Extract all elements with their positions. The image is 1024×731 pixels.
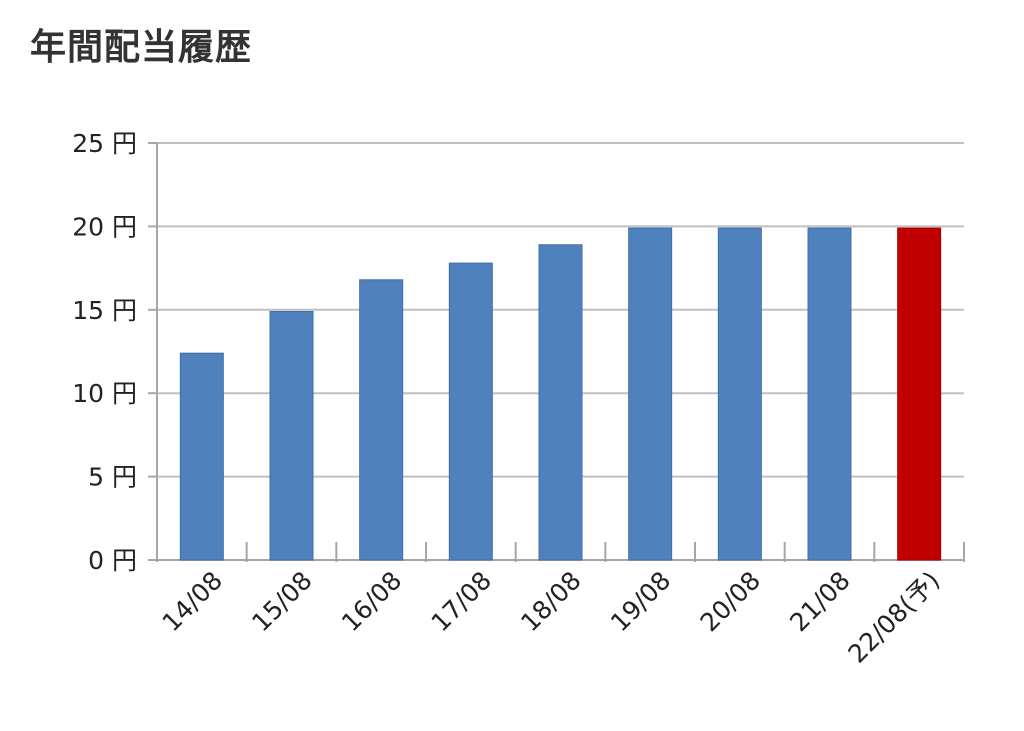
x-tick-labels: 14/08 15/08 16/08 17/08 18/08 19/08 20/08 21/08… [157, 566, 946, 669]
bar-forecast [897, 227, 942, 561]
x-tick-label: 18/08 [515, 566, 586, 637]
y-tick-labels: 0 円 5 円 10 円 15 円 20 円 25 円 [72, 129, 137, 575]
bar [179, 352, 224, 561]
bar [538, 244, 583, 561]
bar [807, 227, 852, 561]
x-tick-label: 22/08(予) [842, 566, 945, 669]
bar [628, 227, 673, 561]
x-tick-label: 14/08 [157, 566, 228, 637]
y-tick-label: 15 円 [72, 296, 137, 325]
page-title: 年間配当履歴 [30, 27, 253, 68]
y-tick-label: 0 円 [88, 546, 137, 575]
x-tick-label: 20/08 [695, 566, 766, 637]
bars [179, 227, 942, 561]
bar [717, 227, 762, 561]
bar [359, 279, 404, 561]
x-tick-label: 21/08 [784, 566, 855, 637]
x-tick-label: 16/08 [336, 566, 407, 637]
x-tick-label: 17/08 [426, 566, 497, 637]
x-tick-label: 19/08 [605, 566, 676, 637]
y-tick-label: 20 円 [72, 212, 137, 241]
y-tick-label: 5 円 [88, 463, 137, 492]
bar [448, 262, 493, 561]
y-tick-label: 10 円 [72, 379, 137, 408]
x-tick-label: 15/08 [246, 566, 317, 637]
bar [269, 310, 314, 561]
y-tick-label: 25 円 [72, 129, 137, 158]
